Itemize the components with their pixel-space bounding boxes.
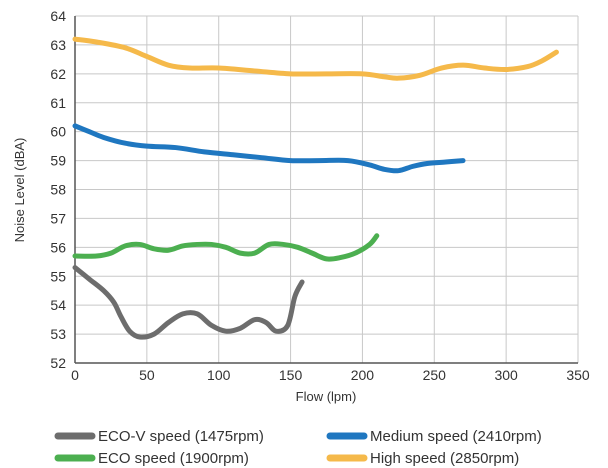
y-tick-label: 58 [50,182,66,198]
y-tick-label: 60 [50,124,66,140]
y-tick-label: 55 [50,268,66,284]
x-tick-label: 0 [71,367,79,383]
y-tick-label: 59 [50,153,66,169]
x-axis-label: Flow (lpm) [296,389,357,404]
series-line-eco-v [72,265,305,340]
legend: ECO-V speed (1475rpm) Medium speed (2410… [54,428,542,467]
x-tick-label: 150 [279,367,303,383]
x-tick-label: 50 [139,367,155,383]
legend-item-eco-v: ECO-V speed (1475rpm) [54,428,264,445]
legend-item-eco: ECO speed (1900rpm) [54,450,249,467]
series-line-eco [72,233,380,262]
series-line-high [72,36,559,81]
y-axis-label: Noise Level (dBA) [12,138,27,243]
legend-label-eco: ECO speed (1900rpm) [98,450,249,467]
series-lines [72,36,559,340]
y-tick-label: 64 [50,8,66,24]
legend-label-medium: Medium speed (2410rpm) [370,428,542,445]
legend-label-eco-v: ECO-V speed (1475rpm) [98,428,264,445]
grid-lines [74,15,579,364]
x-tick-label: 250 [423,367,447,383]
x-tick-label: 350 [566,367,590,383]
y-tick-label: 57 [50,210,66,226]
y-tick-label: 52 [50,355,66,371]
x-tick-label: 300 [494,367,518,383]
axes [74,16,578,364]
x-tick-labels: 0 50 100 150 200 250 300 350 [71,367,590,383]
y-tick-label: 53 [50,326,66,342]
legend-item-high: High speed (2850rpm) [326,450,519,467]
x-tick-label: 200 [351,367,375,383]
y-tick-label: 63 [50,37,66,53]
series-line-medium [72,123,466,174]
legend-label-high: High speed (2850rpm) [370,450,519,467]
legend-item-medium: Medium speed (2410rpm) [326,428,542,445]
x-tick-label: 100 [207,367,231,383]
y-tick-label: 56 [50,239,66,255]
y-tick-label: 61 [50,95,66,111]
y-tick-label: 62 [50,66,66,82]
y-tick-labels: 52 53 54 55 56 57 58 59 60 61 62 63 64 [50,8,66,371]
y-tick-label: 54 [50,297,66,313]
